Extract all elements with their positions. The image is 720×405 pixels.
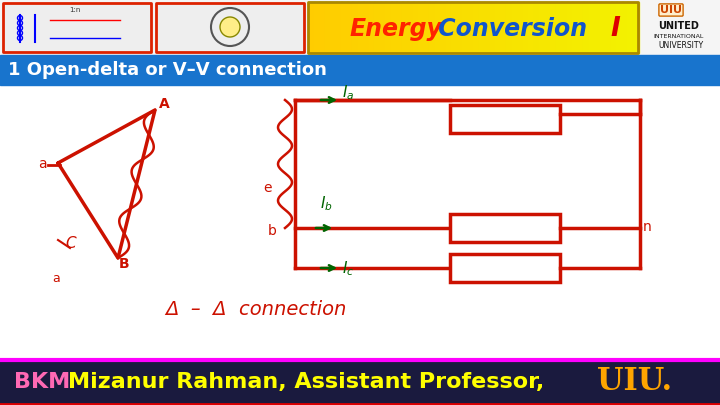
Text: BKM: BKM	[14, 372, 71, 392]
Bar	[369, 2, 375, 53]
Bar	[440, 2, 446, 53]
Text: UNITED: UNITED	[658, 21, 699, 31]
Bar	[467, 2, 474, 53]
Bar	[313, 2, 320, 53]
Text: 1:n: 1:n	[69, 7, 81, 13]
Bar	[308, 2, 315, 53]
Bar	[605, 2, 611, 53]
Text: $I_b$: $I_b$	[320, 194, 333, 213]
Text: b: b	[268, 224, 277, 238]
Bar	[523, 2, 529, 53]
Bar	[539, 2, 546, 53]
Bar	[556, 2, 562, 53]
Bar	[550, 2, 557, 53]
Bar	[374, 2, 380, 53]
Bar	[423, 2, 430, 53]
Text: a: a	[52, 272, 60, 285]
Bar	[3, 3, 151, 52]
Text: Mizanur Rahman, Assistant Professor,: Mizanur Rahman, Assistant Professor,	[68, 372, 544, 392]
Bar	[588, 2, 595, 53]
Bar	[434, 2, 441, 53]
Bar	[484, 2, 490, 53]
Bar	[0, 55, 720, 85]
Text: a: a	[38, 157, 47, 171]
Bar	[473, 2, 480, 53]
Bar	[385, 2, 392, 53]
Bar	[561, 2, 567, 53]
Text: UNIVERSITY: UNIVERSITY	[658, 40, 703, 49]
Text: n: n	[643, 220, 652, 234]
Bar	[583, 2, 590, 53]
Bar	[346, 2, 353, 53]
Bar	[429, 2, 436, 53]
Bar	[418, 2, 425, 53]
Bar	[627, 2, 634, 53]
Bar	[308, 2, 638, 53]
Bar	[621, 2, 628, 53]
Bar	[611, 2, 617, 53]
Bar	[462, 2, 469, 53]
Bar	[330, 2, 336, 53]
Bar	[577, 2, 584, 53]
Bar	[567, 2, 573, 53]
Bar	[490, 2, 496, 53]
Text: $I_a$: $I_a$	[342, 83, 354, 102]
Circle shape	[220, 17, 240, 37]
Bar	[336, 2, 342, 53]
Bar	[156, 3, 304, 52]
Bar	[594, 2, 600, 53]
Bar	[632, 2, 639, 53]
Bar	[446, 2, 452, 53]
Bar	[413, 2, 419, 53]
Bar	[0, 360, 720, 405]
Bar	[363, 2, 369, 53]
Bar	[500, 2, 507, 53]
Bar	[390, 2, 397, 53]
Text: Conversion: Conversion	[430, 17, 587, 41]
Bar	[0, 0, 720, 55]
Bar	[341, 2, 348, 53]
Text: I: I	[610, 16, 620, 42]
Bar	[352, 2, 359, 53]
Bar	[600, 2, 606, 53]
Bar	[450, 105, 560, 133]
Text: Δ  –  Δ  connection: Δ – Δ connection	[165, 300, 346, 319]
Text: UIU.: UIU.	[597, 367, 672, 397]
Bar	[528, 2, 534, 53]
Bar	[450, 214, 560, 242]
Bar	[325, 2, 331, 53]
Bar	[451, 2, 457, 53]
Bar	[511, 2, 518, 53]
Bar	[616, 2, 623, 53]
Text: 1 Open-delta or V–V connection: 1 Open-delta or V–V connection	[8, 61, 327, 79]
Bar	[517, 2, 523, 53]
Text: INTERNATIONAL: INTERNATIONAL	[653, 34, 703, 38]
Bar	[506, 2, 513, 53]
Text: e: e	[263, 181, 271, 195]
Bar	[319, 2, 325, 53]
Text: B: B	[119, 257, 130, 271]
Text: A: A	[159, 97, 170, 111]
Bar	[456, 2, 463, 53]
Bar	[402, 2, 408, 53]
Bar	[407, 2, 413, 53]
Text: UIU: UIU	[660, 5, 682, 15]
Bar	[396, 2, 402, 53]
Bar	[379, 2, 386, 53]
Bar	[534, 2, 540, 53]
Text: Energy: Energy	[350, 17, 443, 41]
Bar	[572, 2, 578, 53]
Bar	[544, 2, 551, 53]
Bar	[358, 2, 364, 53]
Text: $I_c$: $I_c$	[342, 259, 354, 278]
Bar	[450, 254, 560, 282]
Bar	[495, 2, 502, 53]
Bar	[479, 2, 485, 53]
Text: C: C	[65, 236, 76, 251]
Bar	[0, 86, 720, 360]
